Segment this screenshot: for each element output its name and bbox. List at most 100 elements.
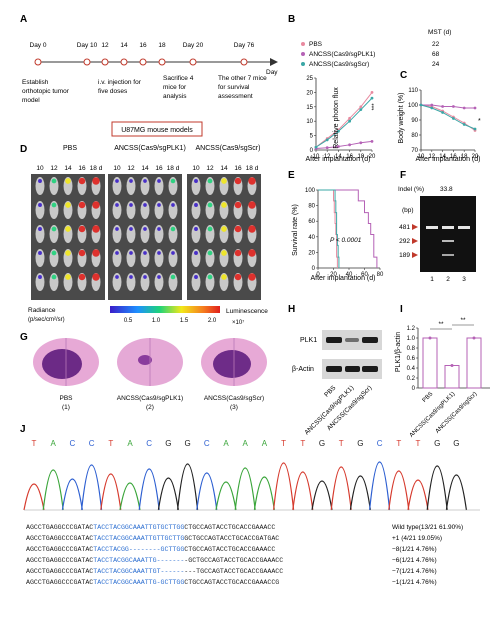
y-tick-label: 70 bbox=[411, 148, 418, 154]
trace-peak bbox=[388, 470, 410, 511]
band-arrow bbox=[412, 238, 418, 244]
tumor-signal bbox=[129, 227, 133, 231]
mouse bbox=[126, 273, 136, 291]
tumor-signal bbox=[92, 249, 100, 257]
y-tick-label: 25 bbox=[306, 76, 313, 82]
tumor-signal bbox=[234, 249, 242, 257]
sequence-segment: ---TGCCAGTACCTGCACCGAAACC bbox=[184, 568, 283, 575]
band-size: 189 bbox=[399, 252, 410, 259]
x-tick-label: 80 bbox=[377, 272, 384, 278]
brain-sections bbox=[33, 338, 267, 386]
tumor-signal bbox=[170, 226, 176, 232]
sequence-segment: TACCTACGGCAAATTGTGCTTGG bbox=[93, 524, 184, 531]
x-tick-label: 20 bbox=[330, 272, 337, 278]
tumor-signal bbox=[78, 225, 86, 233]
tumor-signal bbox=[234, 201, 242, 209]
base-call: G bbox=[357, 439, 363, 448]
data-point bbox=[428, 336, 432, 340]
mouse bbox=[168, 177, 178, 195]
legend-mst: 24 bbox=[432, 61, 440, 68]
x-tick-label: 12 bbox=[324, 154, 331, 160]
base-call: C bbox=[70, 439, 76, 448]
tumor-signal bbox=[234, 177, 242, 185]
tumor-signal bbox=[115, 251, 119, 255]
sequence-row: AGCCTGAGGCCCGATACTACCTACGGCAAATTGT------… bbox=[26, 568, 283, 575]
mouse bbox=[191, 249, 201, 267]
y-tick-label: 80 bbox=[308, 204, 315, 210]
chart-survival: 0 20 40 60 80 0 20 40 60 80 100 bbox=[305, 188, 384, 278]
mouse bbox=[140, 177, 150, 195]
sequence-segment: CTGCCAGTACCTGCACCGAAACC bbox=[184, 524, 275, 531]
data-point bbox=[430, 106, 434, 110]
base-call: C bbox=[204, 439, 210, 448]
base-call: T bbox=[108, 439, 113, 448]
day-label: Day 20 bbox=[183, 42, 204, 49]
day-label: 14 bbox=[220, 165, 228, 172]
timeline-marker bbox=[240, 58, 248, 66]
y-tick-label: 0.4 bbox=[407, 366, 416, 372]
bar bbox=[466, 337, 482, 389]
trace-peak bbox=[119, 482, 141, 511]
mouse bbox=[126, 225, 136, 243]
data-point bbox=[370, 139, 374, 143]
timeline-days: Day 0 Day 10 12 14 16 18 Day 20 Day 76 bbox=[30, 42, 255, 49]
mouse bbox=[154, 249, 164, 267]
radiance-label: Radiance bbox=[28, 307, 56, 314]
timeline-unit: Day bbox=[266, 69, 278, 76]
mouse bbox=[191, 177, 201, 195]
timeline-markers bbox=[34, 58, 248, 66]
tumor-region bbox=[213, 350, 251, 378]
data-point bbox=[452, 105, 455, 108]
tumor-signal bbox=[143, 179, 147, 183]
agarose-gel bbox=[420, 196, 476, 272]
x-tick-label: 12 bbox=[428, 154, 435, 160]
survival-curve bbox=[318, 189, 378, 268]
gel-lanes: 1 2 3 bbox=[430, 276, 466, 283]
band-size: 292 bbox=[399, 238, 410, 245]
tumor-signal bbox=[92, 177, 100, 185]
trace-peak bbox=[292, 471, 314, 511]
legend-entry: ANCSS(Cas9/sgPLK1) bbox=[309, 51, 375, 58]
day-label: 18 d bbox=[90, 165, 103, 172]
tumor-signal bbox=[51, 178, 57, 184]
legend-marker bbox=[301, 42, 305, 46]
base-call: A bbox=[127, 439, 133, 448]
b-xlabel: After implantation (d) bbox=[306, 156, 371, 163]
tumor-signal bbox=[248, 273, 256, 281]
tumor-signal bbox=[194, 179, 198, 183]
trace-peak bbox=[330, 466, 352, 511]
mouse bbox=[154, 201, 164, 219]
group-title: PBS bbox=[63, 145, 77, 152]
sequence-annotation: −7(1/21 4.76%) bbox=[392, 568, 437, 575]
gel-bands bbox=[426, 226, 470, 256]
tumor-signal bbox=[157, 179, 161, 183]
tumor-signal bbox=[115, 275, 119, 279]
radiance-unit: (p/sec/cm²/sr) bbox=[28, 317, 65, 323]
gel-band bbox=[442, 240, 454, 242]
tumor-signal bbox=[234, 225, 242, 233]
sequence-segment: CTGCCAGTACCTGCACCGAAACC bbox=[184, 546, 275, 553]
panel-j-label: J bbox=[20, 424, 26, 435]
x-tick-label: 14 bbox=[335, 154, 342, 160]
x-tick-label: 18 bbox=[357, 154, 364, 160]
note-text: orthotopic tumor bbox=[22, 88, 70, 95]
wb-band bbox=[345, 338, 359, 342]
wb-lane-label: PBS bbox=[323, 384, 338, 399]
sequence-row: AGCCTGAGGCCCGATACTACCTACGG--------GCTTGG… bbox=[26, 546, 275, 553]
model-box bbox=[111, 121, 203, 137]
panel-d-label: D bbox=[20, 144, 27, 155]
x-tick-label: 40 bbox=[346, 272, 353, 278]
gel-band bbox=[442, 254, 454, 256]
day-label: Day 10 bbox=[77, 42, 98, 49]
data-point bbox=[337, 145, 340, 148]
day-label: 16 bbox=[139, 42, 147, 49]
sequence-segment: AGCCTGAGGCCCGATAC bbox=[26, 557, 93, 564]
mouse bbox=[35, 177, 45, 195]
brain-section-pbs bbox=[33, 338, 99, 386]
sequence-segment: AGCCTGAGGCCCGATAC bbox=[26, 535, 93, 542]
d-group-titles: PBS ANCSS(Cas9/sgPLK1) ANCSS(Cas9/sgScr) bbox=[63, 145, 260, 152]
data-point bbox=[462, 106, 466, 110]
c-ylabel: Body weight (%) bbox=[398, 93, 405, 144]
data-point bbox=[359, 108, 363, 112]
indel-header: Indel (%) bbox=[398, 186, 424, 193]
